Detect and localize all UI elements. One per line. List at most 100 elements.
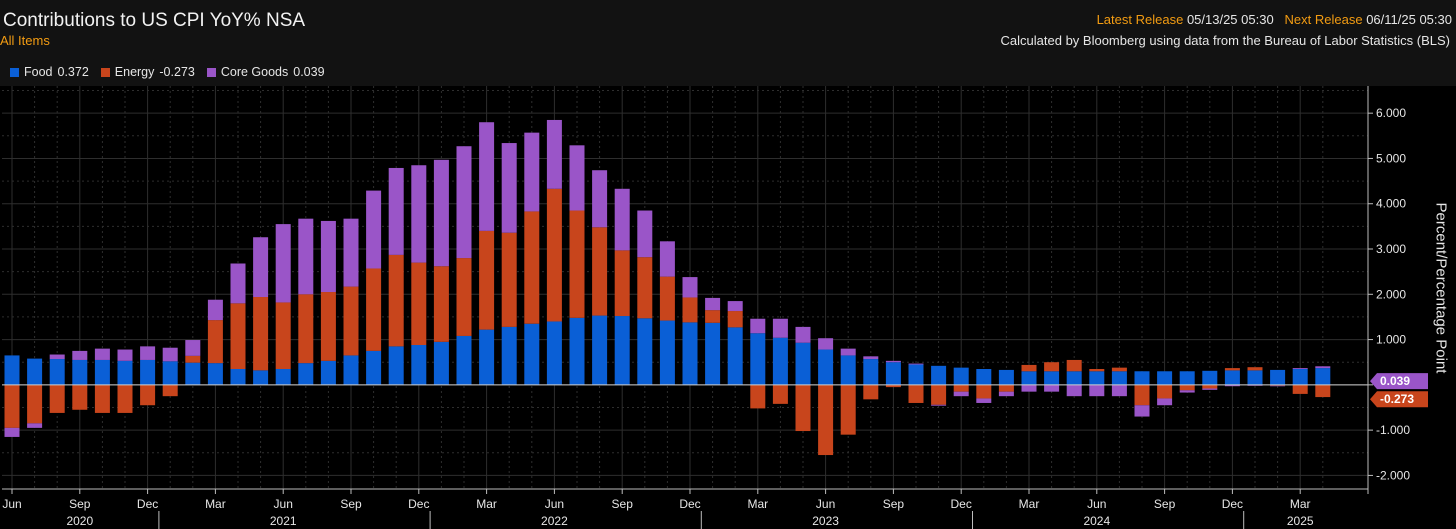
bar-core-goods [998, 391, 1014, 397]
value-tag--0-273-label: -0.273 [1380, 392, 1414, 406]
x-tick-label: Jun [274, 497, 293, 511]
bar-core-goods [72, 350, 88, 360]
bar-food [117, 360, 133, 385]
bar-core-goods [1134, 405, 1150, 417]
x-tick-label: Sep [612, 497, 634, 511]
bar-core-goods [298, 218, 314, 295]
bar-energy [117, 384, 133, 413]
y-tick-label: -1.000 [1376, 423, 1410, 437]
bar-energy [140, 384, 156, 406]
bar-core-goods [953, 391, 969, 397]
bar-energy [253, 297, 269, 371]
bar-core-goods [931, 404, 947, 406]
bar-energy [953, 384, 969, 392]
x-year-label: 2024 [1083, 514, 1110, 528]
bar-core-goods [366, 190, 382, 269]
x-tick-label: Mar [1019, 497, 1040, 511]
bar-food [885, 362, 901, 385]
bar-energy [727, 311, 743, 328]
x-tick-label: Dec [137, 497, 158, 511]
bar-energy [998, 384, 1014, 392]
bar-core-goods [162, 347, 178, 362]
bar-core-goods [637, 210, 653, 258]
y-tick-label: 1.000 [1376, 333, 1406, 347]
bar-energy [1044, 362, 1060, 372]
bar-energy [275, 302, 291, 370]
bar-food [1066, 371, 1082, 385]
bar-energy [185, 355, 201, 363]
bar-core-goods [546, 119, 562, 189]
bar-food [750, 333, 766, 385]
bar-energy [411, 262, 427, 346]
bar-core-goods [976, 398, 992, 403]
bar-food [230, 369, 246, 385]
bar-food [524, 323, 540, 385]
x-year-label: 2021 [270, 514, 297, 528]
bar-food [1202, 370, 1218, 385]
bar-energy [4, 384, 20, 428]
bar-core-goods [1111, 384, 1127, 397]
bar-core-goods [388, 167, 404, 255]
bar-core-goods [27, 423, 43, 428]
bar-food [343, 355, 359, 385]
legend-swatch-food [10, 67, 19, 77]
bar-core-goods [1315, 366, 1331, 369]
legend-swatch-energy [100, 67, 110, 77]
bar-energy [840, 384, 856, 435]
bar-food [1157, 371, 1173, 385]
bar-energy [456, 258, 472, 336]
bar-food [388, 346, 404, 385]
bar-food [614, 316, 630, 385]
stacked-bar-chart[interactable]: 6.0005.0004.0003.0002.0001.0000.000-1.00… [0, 86, 1456, 529]
x-tick-label: Sep [1154, 497, 1176, 511]
bar-energy [207, 320, 223, 364]
bar-core-goods [818, 338, 834, 350]
y-axis-label: Percent/Percentage Point [1432, 202, 1450, 374]
x-tick-label: Mar [205, 497, 226, 511]
bar-core-goods [479, 122, 495, 231]
bar-energy [320, 292, 336, 361]
bar-core-goods [49, 354, 65, 360]
bar-core-goods [411, 165, 427, 263]
x-year-label: 2025 [1287, 514, 1314, 528]
bar-energy [27, 384, 43, 424]
x-tick-label: Jun [1087, 497, 1106, 511]
legend-item-energy[interactable]: Energy -0.273 [100, 65, 195, 79]
bar-core-goods [185, 340, 201, 356]
bar-food [4, 355, 20, 385]
bar-food [637, 318, 653, 385]
bar-food [863, 359, 879, 385]
bar-core-goods [501, 143, 517, 233]
bar-food [953, 367, 969, 385]
y-tick-label: -2.000 [1376, 468, 1410, 482]
legend-item-food[interactable]: Food 0.372 [10, 65, 89, 79]
bar-energy [1021, 364, 1037, 372]
bar-core-goods [253, 237, 269, 298]
bar-food [185, 362, 201, 385]
bar-food [705, 322, 721, 385]
bar-food [1224, 370, 1240, 385]
bar-energy [705, 310, 721, 323]
bar-core-goods [1224, 384, 1240, 387]
bar-core-goods [456, 146, 472, 259]
bar-food [1021, 371, 1037, 385]
bar-food [501, 326, 517, 385]
x-year-label: 2022 [541, 514, 568, 528]
bar-food [659, 320, 675, 385]
legend-item-core-goods[interactable]: Core Goods 0.039 [206, 65, 325, 79]
bar-energy [569, 210, 585, 318]
legend-value-energy: -0.273 [159, 65, 195, 79]
bar-food [49, 359, 65, 385]
y-tick-label: 3.000 [1376, 242, 1406, 256]
bar-core-goods [524, 132, 540, 212]
bar-core-goods [1179, 390, 1195, 393]
bar-food [298, 363, 314, 385]
bar-energy [1247, 367, 1263, 371]
bar-core-goods [592, 170, 608, 228]
bar-energy [94, 384, 110, 413]
bar-core-goods [705, 297, 721, 311]
x-tick-label: Mar [747, 497, 768, 511]
bar-energy [682, 297, 698, 323]
bar-core-goods [750, 318, 766, 334]
bar-food [998, 369, 1014, 385]
